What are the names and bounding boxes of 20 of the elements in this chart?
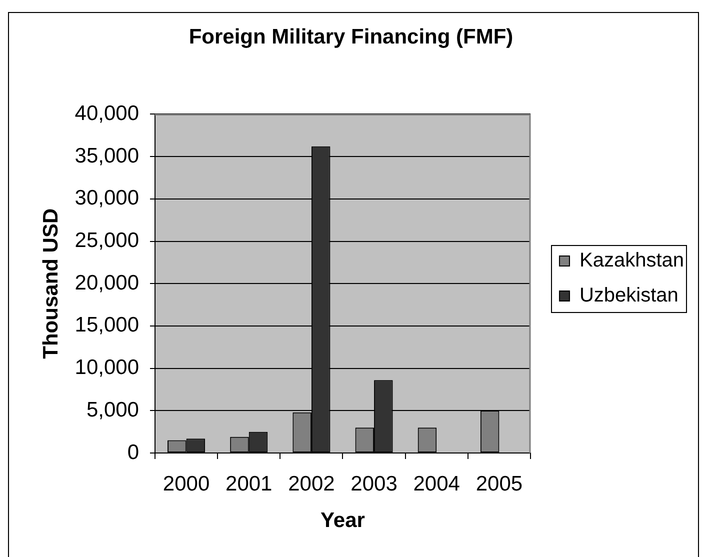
y-tick-label: 20,000 bbox=[74, 271, 139, 294]
x-tick-label: 2003 bbox=[350, 472, 398, 496]
x-tick-label: 2001 bbox=[226, 472, 272, 496]
y-tick-label: 40,000 bbox=[74, 102, 139, 125]
y-axis-title: Thousand USD bbox=[39, 208, 62, 359]
y-tick-label: 0 bbox=[127, 440, 139, 464]
legend-label: Uzbekistan bbox=[579, 284, 678, 307]
y-tick-label: 30,000 bbox=[74, 186, 139, 210]
x-tick-label: 2005 bbox=[476, 472, 523, 496]
y-tick-label: 35,000 bbox=[74, 144, 139, 168]
legend-label: Kazakhstan bbox=[579, 250, 684, 272]
x-axis-title: Year bbox=[320, 509, 365, 532]
x-tick-label: 2004 bbox=[413, 472, 460, 496]
y-tick-label: 25,000 bbox=[74, 229, 139, 252]
y-tick-label: 15,000 bbox=[74, 314, 139, 337]
chart-title: Foreign Military Financing (FMF) bbox=[188, 25, 514, 48]
x-tick-label: 2000 bbox=[162, 472, 210, 496]
x-tick-label: 2002 bbox=[288, 472, 335, 496]
y-tick-label: 10,000 bbox=[74, 356, 139, 380]
y-tick-label: 5,000 bbox=[86, 398, 139, 422]
